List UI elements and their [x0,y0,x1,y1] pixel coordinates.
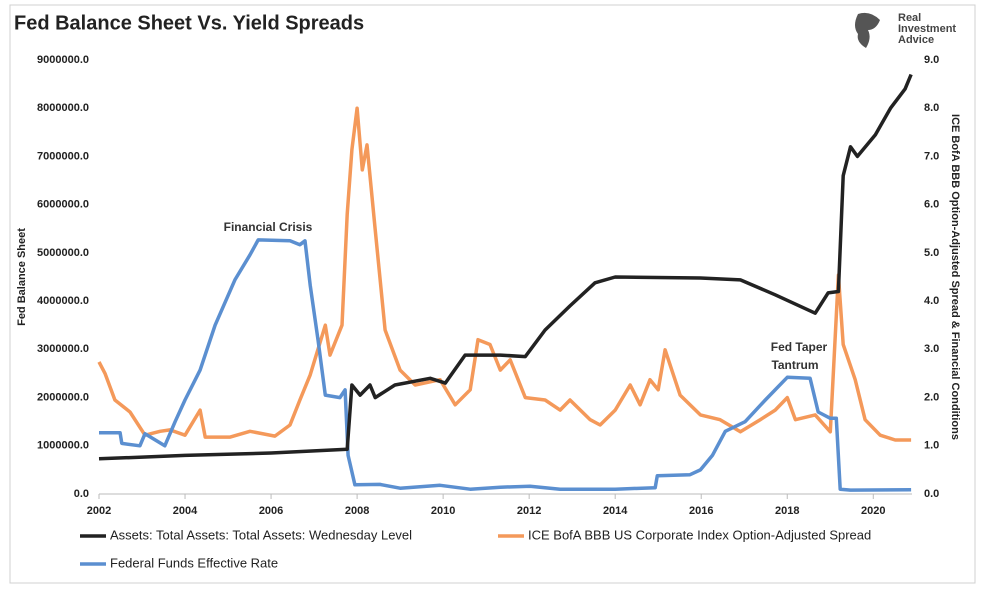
x-tick-label: 2006 [259,505,283,517]
x-tick-label: 2010 [431,505,455,517]
logo: Real Investment Advice [855,12,956,48]
y2-tick-label: 2.0 [924,391,939,403]
series-line [99,238,912,492]
x-tick-label: 2012 [517,505,541,517]
legend-label: ICE BofA BBB US Corporate Index Option-A… [528,527,871,542]
x-tick-label: 2008 [345,505,369,517]
y-tick-label: 8000000.0 [37,102,89,114]
y-tick-label: 4000000.0 [37,295,89,307]
y2-tick-label: 5.0 [924,247,939,259]
x-tick-label: 2018 [775,505,799,517]
logo-text: Real [898,12,921,24]
y2-tick-label: 7.0 [924,150,939,162]
x-tick-label: 2014 [603,505,628,517]
y2-tick-label: 8.0 [924,102,939,114]
y2-tick-label: 3.0 [924,343,939,355]
series-line [98,73,913,461]
y-tick-label: 7000000.0 [37,150,89,162]
y-tick-label: 6000000.0 [37,199,89,211]
y2-tick-label: 4.0 [924,295,939,307]
y-tick-label: 1000000.0 [37,440,89,452]
annotation: Tantrum [771,358,818,372]
y2-tick-label: 0.0 [924,488,939,500]
logo-mark [855,12,880,48]
x-tick-label: 2016 [689,505,713,517]
y-axis-label: Fed Balance Sheet [16,228,28,326]
y-tick-label: 3000000.0 [37,343,89,355]
x-tick-label: 2002 [87,505,111,517]
logo-text: Investment [898,23,956,35]
chart-title: Fed Balance Sheet Vs. Yield Spreads [14,12,364,34]
y-tick-label: 5000000.0 [37,247,89,259]
legend-label: Federal Funds Effective Rate [110,555,278,570]
y-tick-label: 0.0 [74,488,89,500]
series-line [97,106,912,442]
y-tick-label: 9000000.0 [37,54,89,66]
legend-label: Assets: Total Assets: Total Assets: Wedn… [110,527,412,542]
y2-tick-label: 1.0 [924,440,939,452]
x-tick-label: 2004 [173,505,198,517]
annotation: Fed Taper [771,340,828,354]
logo-text: Advice [898,34,934,46]
y-tick-label: 2000000.0 [37,391,89,403]
y2-axis-label: ICE BofA BBB Option-Adjusted Spread & Fi… [949,114,961,440]
y2-tick-label: 6.0 [924,199,939,211]
annotation: Financial Crisis [224,220,313,234]
x-tick-label: 2020 [861,505,885,517]
y2-tick-label: 9.0 [924,54,939,66]
